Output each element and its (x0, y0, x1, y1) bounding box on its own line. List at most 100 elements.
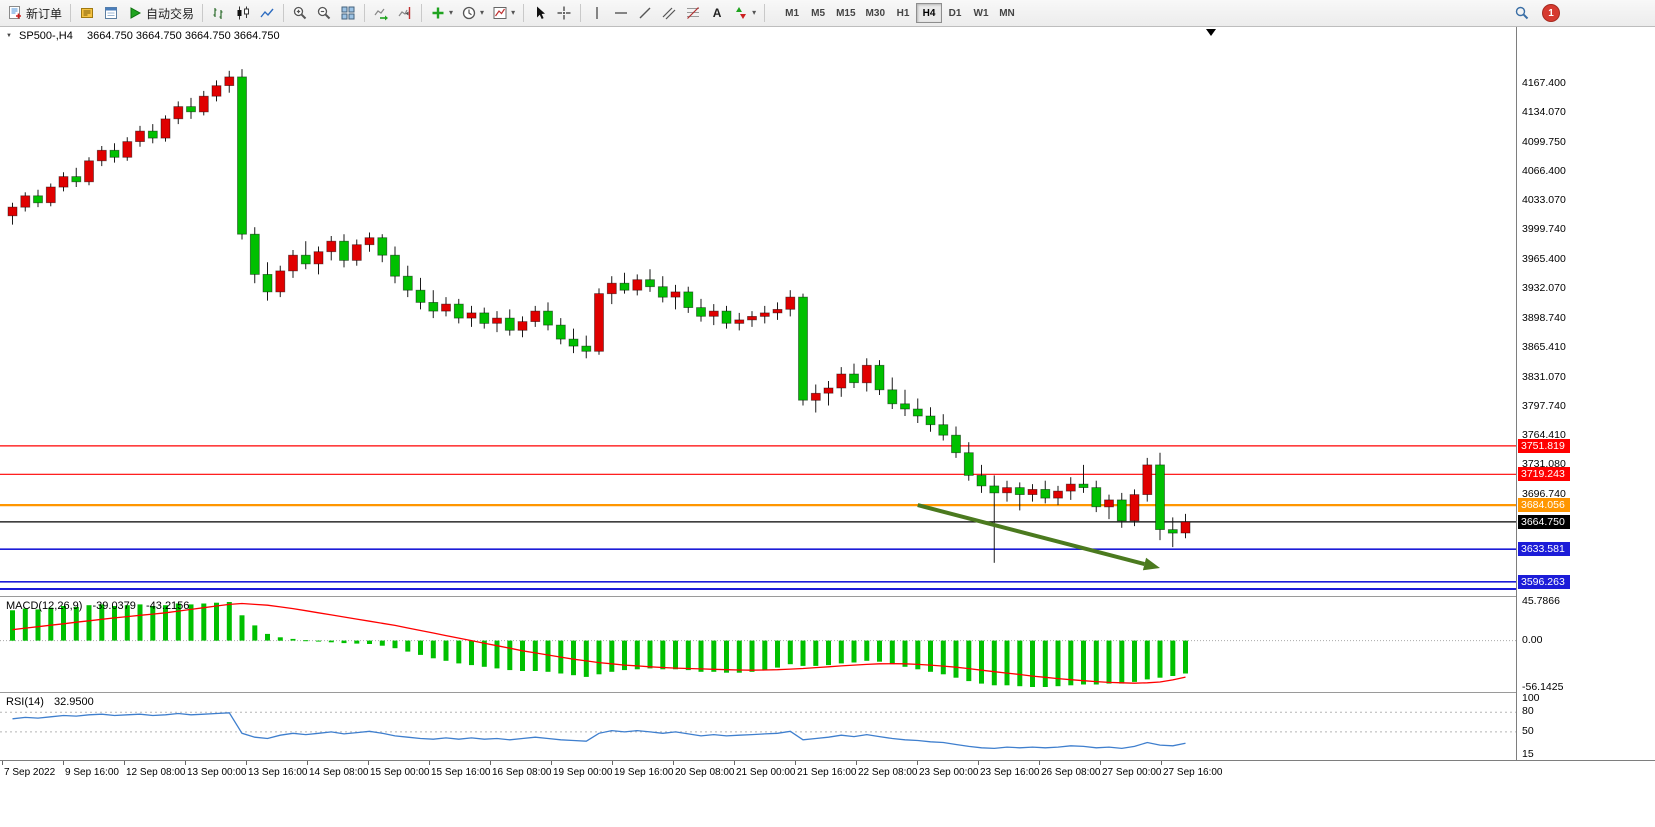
time-axis-label: 9 Sep 16:00 (65, 767, 119, 778)
new-order-button[interactable]: 新订单 (3, 2, 66, 24)
auto-scroll-icon (374, 8, 389, 21)
main-chart-pane[interactable]: SP500-,H4 3664.750 3664.750 3664.750 366… (0, 27, 1516, 596)
bear-candle (976, 474, 987, 487)
bear-candle (696, 307, 706, 317)
fibonacci-button[interactable] (681, 2, 705, 24)
price-axis[interactable]: 4167.400 4134.070 4099.750 4066.400 4033.070… (1516, 27, 1655, 760)
chart-shift-button[interactable] (393, 2, 417, 24)
price-axis-label: 4167.400 (1522, 76, 1566, 89)
chart-area: SP500-,H4 3664.750 3664.750 3664.750 366… (0, 27, 1655, 827)
bull-candle (288, 254, 298, 272)
macd-label: MACD(12,26,9) -39.0379 -43.2156 (6, 600, 189, 612)
trendline-button[interactable] (633, 2, 657, 24)
price-badge: 3664.750 (1518, 514, 1570, 529)
chart-shift-marker-icon[interactable] (1206, 29, 1216, 36)
timeframe-mn-button[interactable]: MN (994, 3, 1020, 23)
bull-candle (1053, 490, 1063, 499)
zoom-in-button[interactable] (288, 2, 312, 24)
bull-candle (351, 244, 362, 261)
tile-windows-icon (341, 6, 355, 20)
dropdown-caret-icon (449, 9, 453, 17)
vertical-line-icon (596, 7, 598, 19)
macd-histogram-bar (226, 602, 232, 641)
timeframe-m5-button[interactable]: M5 (805, 3, 831, 23)
macd-canvas[interactable] (0, 597, 1516, 692)
crosshair-button[interactable] (552, 2, 576, 24)
price-axis-label: 3898.740 (1522, 311, 1566, 324)
price-badge: 3719.243 (1518, 467, 1570, 482)
auto-scroll-button[interactable] (369, 2, 393, 24)
bear-candle (683, 291, 694, 308)
bear-candle (619, 282, 630, 291)
macd-histogram-bar (800, 640, 806, 666)
bear-candle (339, 240, 349, 261)
bull-candle (759, 312, 770, 317)
time-axis-tick (856, 761, 857, 765)
timeframe-d1-button[interactable]: D1 (942, 3, 968, 23)
text-tool-button[interactable]: A (705, 2, 729, 24)
time-axis-tick (2, 761, 3, 765)
price-badge: 3684.056 (1518, 498, 1570, 513)
zoom-out-button[interactable] (312, 2, 336, 24)
bar-chart-button[interactable] (207, 2, 231, 24)
cursor-button[interactable] (528, 2, 552, 24)
data-window-button[interactable] (99, 2, 123, 24)
bull-candle (1027, 488, 1038, 495)
time-axis[interactable]: 7 Sep 2022 9 Sep 16:00 12 Sep 08:00 13 Sep … (0, 760, 1655, 787)
price-axis-label: 4099.750 (1522, 135, 1566, 148)
macd-histogram-bar (10, 610, 15, 641)
candlestick-chart-button[interactable] (231, 2, 255, 24)
indicators-button[interactable] (426, 2, 457, 24)
time-axis-label: 20 Sep 08:00 (675, 767, 735, 778)
timeframe-h1-button[interactable]: H1 (890, 3, 916, 23)
macd-histogram-bar (979, 640, 984, 684)
bull-candle (224, 76, 235, 87)
line-chart-button[interactable] (255, 2, 279, 24)
macd-histogram-bar (724, 640, 729, 673)
bear-candle (951, 434, 961, 454)
periods-button[interactable] (457, 2, 488, 24)
vertical-line-button[interactable] (585, 2, 609, 24)
channel-button[interactable] (657, 2, 681, 24)
timeframe-m1-button[interactable]: M1 (779, 3, 805, 23)
macd-histogram-bar (316, 640, 321, 642)
notification-badge[interactable]: 1 (1542, 4, 1560, 22)
autotrading-button[interactable]: 自动交易 (123, 2, 198, 24)
bull-candle (1104, 499, 1114, 508)
timeframe-h4-button[interactable]: H4 (916, 3, 942, 23)
search-button[interactable] (1510, 2, 1534, 24)
time-axis-label: 13 Sep 00:00 (187, 767, 247, 778)
price-axis-label: 15 (1522, 748, 1534, 760)
time-axis-label: 15 Sep 16:00 (431, 767, 491, 778)
price-axis-label: 3999.740 (1522, 223, 1566, 236)
macd-histogram-bar (864, 640, 870, 661)
macd-pane[interactable]: MACD(12,26,9) -39.0379 -43.2156 (0, 596, 1516, 692)
tile-windows-button[interactable] (336, 2, 360, 24)
timeframe-w1-button[interactable]: W1 (968, 3, 994, 23)
templates-button[interactable] (488, 2, 519, 24)
trend-arrow-line[interactable] (917, 503, 1146, 566)
rsi-canvas[interactable] (0, 693, 1516, 761)
macd-histogram-bar (35, 609, 41, 641)
bear-candle (415, 289, 426, 303)
timeframe-m30-button[interactable]: M30 (861, 3, 890, 23)
macd-histogram-bar (991, 640, 997, 686)
time-axis-label: 27 Sep 00:00 (1102, 767, 1162, 778)
bear-candle (874, 364, 885, 391)
bull-candle (517, 321, 528, 331)
macd-histogram-bar (902, 640, 908, 667)
expert-advisors-button[interactable] (75, 2, 99, 24)
horizontal-line-button[interactable] (609, 2, 633, 24)
macd-histogram-bar (1132, 640, 1137, 682)
macd-histogram-bar (367, 640, 372, 644)
bull-candle (492, 317, 502, 324)
bull-candle (670, 291, 681, 298)
candlestick-canvas[interactable] (0, 27, 1516, 596)
rsi-pane[interactable]: RSI(14) 32.9500 (0, 692, 1516, 761)
bull-candle (785, 296, 796, 310)
timeframe-m15-button[interactable]: M15 (831, 3, 860, 23)
arrows-tool-button[interactable] (729, 2, 760, 24)
chart-marker-icon (6, 33, 12, 39)
bear-candle (657, 286, 668, 298)
data-window-icon (105, 7, 118, 19)
